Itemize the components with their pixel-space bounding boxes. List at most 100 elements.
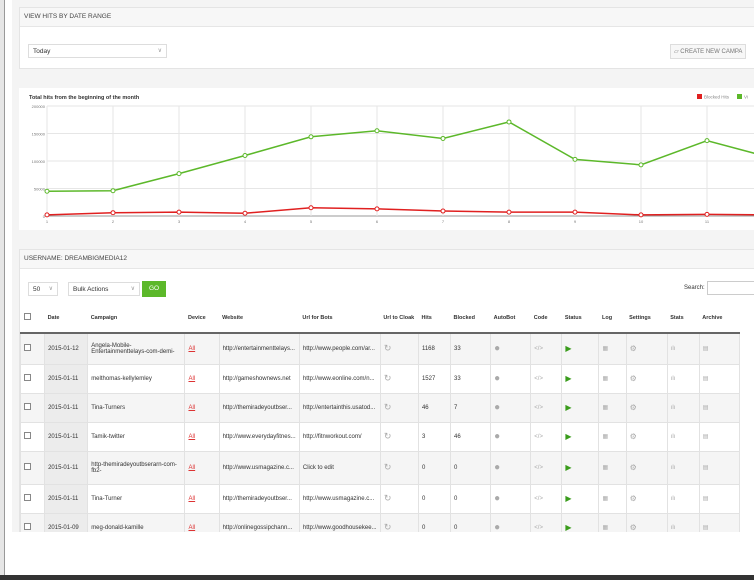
gear-icon[interactable]: ⚙ — [625, 512, 668, 532]
column-header-log[interactable]: Log — [598, 303, 627, 334]
stats-icon[interactable]: ılı — [666, 421, 700, 452]
url-for-bots-cell[interactable]: http://entertainthis.usatod... — [298, 392, 381, 423]
row-checkbox[interactable] — [24, 432, 31, 439]
url-for-bots-cell[interactable]: http://www.usmagazine.c... — [298, 483, 381, 514]
stats-icon[interactable]: ılı — [666, 483, 700, 514]
device-link[interactable]: All — [188, 464, 196, 471]
log-icon[interactable]: ▦ — [598, 483, 627, 514]
campaign-cell[interactable]: Tina-Turner — [87, 483, 186, 514]
archive-icon[interactable]: ▤ — [698, 332, 741, 365]
campaign-cell[interactable]: meg-donald-kamille — [87, 512, 186, 532]
campaign-cell[interactable]: Tamik-twitter — [87, 421, 186, 452]
gear-icon[interactable]: ⚙ — [625, 392, 668, 423]
website-cell[interactable]: http://entertainmenttelays... — [218, 332, 300, 365]
gear-icon[interactable]: ⚙ — [625, 421, 668, 452]
android-icon[interactable]: ● — [490, 392, 532, 423]
campaign-cell[interactable]: http-themiradeyoutbserarn-com-fb2- — [87, 450, 186, 485]
website-cell[interactable]: http://onlinegossipchann... — [218, 512, 300, 532]
device-link[interactable]: All — [188, 375, 196, 382]
device-link[interactable]: All — [188, 495, 196, 502]
log-icon[interactable]: ▦ — [598, 512, 627, 532]
url-for-bots-cell[interactable]: http://www.goodhousekee... — [298, 512, 381, 532]
play-icon[interactable]: ▶ — [561, 392, 600, 423]
refresh-icon[interactable]: ↻ — [379, 450, 419, 485]
website-cell[interactable]: http://www.everydayfitnes... — [218, 421, 300, 452]
stats-icon[interactable]: ılı — [666, 450, 700, 485]
go-button[interactable]: GO — [142, 281, 166, 297]
column-header-device[interactable]: Device — [184, 303, 220, 334]
url-for-bots-cell[interactable]: http://www.people.com/ar... — [298, 332, 381, 365]
android-icon[interactable]: ● — [490, 332, 532, 365]
gear-icon[interactable]: ⚙ — [625, 363, 668, 394]
code-icon[interactable]: </> — [530, 363, 563, 394]
log-icon[interactable]: ▦ — [598, 392, 627, 423]
archive-icon[interactable]: ▤ — [698, 421, 741, 452]
log-icon[interactable]: ▦ — [598, 450, 627, 485]
code-icon[interactable]: </> — [530, 483, 563, 514]
refresh-icon[interactable]: ↻ — [379, 392, 419, 423]
website-cell[interactable]: http://themiradeyoutbser... — [218, 392, 300, 423]
column-header-code[interactable]: Code — [530, 303, 562, 334]
gear-icon[interactable]: ⚙ — [625, 483, 668, 514]
play-icon[interactable]: ▶ — [561, 512, 600, 532]
stats-icon[interactable]: ılı — [666, 363, 700, 394]
gear-icon[interactable]: ⚙ — [625, 332, 668, 365]
log-icon[interactable]: ▦ — [598, 363, 627, 394]
row-checkbox[interactable] — [24, 344, 31, 352]
date-range-select[interactable]: Today ∨ — [28, 44, 167, 58]
column-header-hits[interactable]: Hits — [418, 303, 451, 334]
stats-icon[interactable]: ılı — [666, 512, 700, 532]
log-icon[interactable]: ▦ — [598, 332, 627, 365]
refresh-icon[interactable]: ↻ — [379, 363, 419, 394]
row-checkbox[interactable] — [24, 403, 31, 410]
campaign-cell[interactable]: melthomas-kellylemley — [87, 363, 186, 394]
archive-icon[interactable]: ▤ — [698, 392, 741, 423]
archive-icon[interactable]: ▤ — [698, 512, 741, 532]
android-icon[interactable]: ● — [490, 483, 532, 514]
column-header-stats[interactable]: Stats — [667, 303, 700, 334]
website-cell[interactable]: http://gameshownews.net — [218, 363, 300, 394]
column-header-campaign[interactable]: Campaign — [87, 303, 185, 334]
android-icon[interactable]: ● — [490, 450, 532, 485]
play-icon[interactable]: ▶ — [561, 332, 600, 365]
refresh-icon[interactable]: ↻ — [379, 512, 419, 532]
create-campaign-button[interactable]: ▱ CREATE NEW CAMPA — [670, 44, 747, 59]
android-icon[interactable]: ● — [490, 363, 532, 394]
row-checkbox[interactable] — [24, 374, 31, 381]
code-icon[interactable]: </> — [530, 392, 563, 423]
column-header-autobot[interactable]: AutoBot — [490, 303, 531, 334]
play-icon[interactable]: ▶ — [561, 450, 600, 485]
device-link[interactable]: All — [188, 524, 196, 531]
log-icon[interactable]: ▦ — [598, 421, 627, 452]
device-link[interactable]: All — [188, 345, 196, 352]
refresh-icon[interactable]: ↻ — [379, 483, 419, 514]
archive-icon[interactable]: ▤ — [698, 483, 741, 514]
gear-icon[interactable]: ⚙ — [625, 450, 668, 485]
code-icon[interactable]: </> — [530, 512, 563, 532]
campaign-cell[interactable]: Tina-Turners — [87, 392, 186, 423]
bulk-actions-select[interactable]: Bulk Actions ∨ — [68, 282, 140, 296]
website-cell[interactable]: http://themiradeyoutbser... — [218, 483, 300, 514]
stats-icon[interactable]: ılı — [666, 392, 700, 423]
archive-icon[interactable]: ▤ — [698, 450, 741, 485]
column-header-url-for-bots[interactable]: Url for Bots — [299, 303, 381, 334]
code-icon[interactable]: </> — [530, 450, 563, 485]
device-link[interactable]: All — [188, 404, 196, 411]
play-icon[interactable]: ▶ — [561, 483, 600, 514]
row-checkbox[interactable] — [24, 463, 31, 470]
stats-icon[interactable]: ılı — [666, 332, 700, 365]
url-for-bots-cell[interactable]: Click to edit — [298, 450, 381, 485]
code-icon[interactable]: </> — [530, 421, 563, 452]
row-checkbox[interactable] — [24, 494, 31, 501]
column-header-date[interactable]: Date — [44, 303, 88, 334]
device-link[interactable]: All — [188, 433, 196, 440]
code-icon[interactable]: </> — [530, 332, 563, 365]
website-cell[interactable]: http://www.usmagazine.c... — [218, 450, 300, 485]
column-header-status[interactable]: Status — [561, 303, 599, 334]
play-icon[interactable]: ▶ — [561, 363, 600, 394]
play-icon[interactable]: ▶ — [561, 421, 600, 452]
android-icon[interactable]: ● — [490, 421, 532, 452]
column-header-settings[interactable]: Settings — [626, 303, 668, 334]
refresh-icon[interactable]: ↻ — [379, 332, 419, 365]
column-header-website[interactable]: Website — [219, 303, 300, 334]
